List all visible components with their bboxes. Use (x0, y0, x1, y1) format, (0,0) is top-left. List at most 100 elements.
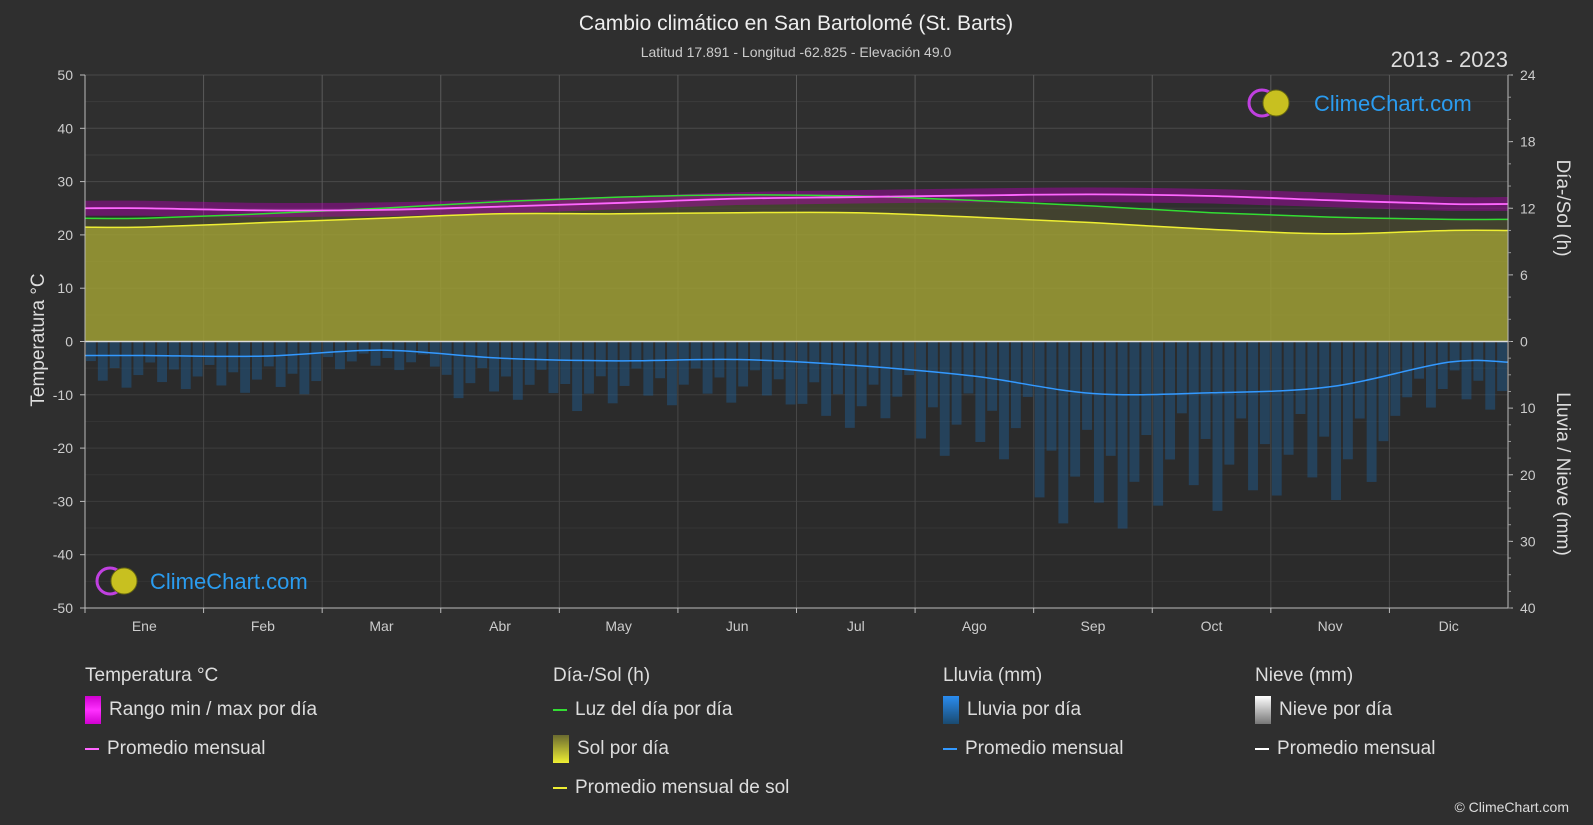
sunshine-fill (85, 212, 1508, 342)
legend-item-sun-avg[interactable]: Promedio mensual de sol (553, 768, 789, 807)
legend-item-snow-avg[interactable]: Promedio mensual (1255, 729, 1435, 768)
rain-bar (868, 341, 879, 385)
month-label: Jul (847, 618, 865, 634)
right-bottom-tick-label: 30 (1520, 533, 1536, 549)
rain-bar (299, 341, 310, 395)
rain-bar (690, 341, 701, 369)
rain-bar (1200, 341, 1211, 439)
rain-bar (1331, 341, 1341, 501)
sun-avg-swatch (553, 786, 567, 789)
rain-avg-line (84, 349, 1509, 396)
legend-label: Nieve por día (1279, 699, 1393, 720)
rain-bar (809, 341, 820, 383)
legend-label: Promedio mensual de sol (575, 777, 790, 798)
rain-bar (204, 341, 215, 365)
rain-bar (240, 341, 251, 393)
rain-bar (916, 341, 926, 439)
rain-bar (1070, 341, 1081, 477)
rain-bar (548, 341, 559, 394)
brand-logo-bottom[interactable]: ClimeChart.com (95, 566, 308, 596)
rain-bar (1236, 341, 1247, 419)
rain-bar (1141, 341, 1152, 436)
legend-item-temp-avg[interactable]: Promedio mensual (85, 729, 317, 768)
rain-bar (275, 341, 286, 387)
right-top-tick-label: 6 (1520, 267, 1528, 283)
right-axis-top-label: Día-/Sol (h) (1552, 159, 1573, 256)
temp-range-swatch (85, 695, 101, 724)
rain-bar (844, 341, 855, 428)
legend-sun: Día-/Sol (h) Luz del día por día Sol por… (553, 662, 789, 807)
rain-bar (97, 341, 108, 381)
legend-item-temp-range[interactable]: Rango min / max por día (85, 690, 317, 729)
rain-bar (1117, 341, 1128, 529)
rain-bar (252, 341, 262, 380)
month-label: Mar (369, 618, 393, 634)
rain-bar (1271, 341, 1282, 496)
rain-bar (1010, 341, 1021, 429)
rain-bar (1022, 341, 1033, 397)
month-label: May (605, 618, 631, 634)
legend-label: Luz del día por día (575, 699, 733, 720)
logo-sun-icon (110, 567, 138, 595)
brand-logo-top[interactable]: ClimeChart.com (1247, 88, 1472, 118)
rain-bar (726, 341, 737, 403)
rain-bar (418, 341, 428, 355)
rain-bar (370, 341, 381, 366)
month-label: Nov (1318, 618, 1343, 634)
legend-item-snow[interactable]: Nieve por día (1255, 690, 1435, 729)
rain-bar (1046, 341, 1057, 451)
rain-bar (1449, 341, 1460, 371)
right-bottom-tick-label: 40 (1520, 600, 1536, 616)
legend-label: Lluvia por día (967, 699, 1082, 720)
snow-swatch (1255, 695, 1271, 724)
rain-bar (180, 341, 191, 390)
rain-bar (667, 341, 677, 406)
logo-sun-icon (1262, 89, 1290, 117)
rain-bar (1188, 341, 1199, 486)
rain-bar (1259, 341, 1270, 445)
legend-item-daylight[interactable]: Luz del día por día (553, 690, 789, 729)
rain-bar (1390, 341, 1401, 416)
rain-bar (1402, 341, 1413, 398)
legend-temperature: Temperatura °C Rango min / max por día P… (85, 662, 317, 768)
rain-swatch (943, 695, 959, 724)
rain-bar (1165, 341, 1175, 460)
right-top-tick-label: 12 (1520, 200, 1536, 216)
rain-bar (631, 341, 642, 369)
rain-bar (999, 341, 1009, 460)
rain-bar (1485, 341, 1496, 410)
snow-avg-swatch (1255, 747, 1269, 750)
rain-bar (560, 341, 571, 385)
right-top-tick-label: 0 (1520, 334, 1528, 350)
rain-bar (975, 341, 986, 442)
rain-bar (477, 341, 488, 369)
rain-bar (738, 341, 749, 387)
rain-bar (785, 341, 796, 405)
sunshine-area (85, 194, 1508, 342)
rain-bar (619, 341, 630, 386)
legend-label: Sol por día (577, 738, 669, 759)
rain-bar (536, 341, 547, 370)
legend-item-rain[interactable]: Lluvia por día (943, 690, 1123, 729)
rain-bar (465, 341, 476, 384)
rain-bar (1378, 341, 1389, 442)
legend-item-sun[interactable]: Sol por día (553, 729, 789, 768)
right-bottom-tick-label: 20 (1520, 467, 1536, 483)
rain-bar (323, 341, 334, 358)
rain-bar (1295, 341, 1306, 414)
legend-rain: Lluvia (mm) Lluvia por día Promedio mens… (943, 662, 1123, 768)
left-axis-label: Temperatura °C (28, 273, 49, 406)
left-tick-label: -20 (53, 440, 73, 456)
legend-item-rain-avg[interactable]: Promedio mensual (943, 729, 1123, 768)
legend-rain-title: Lluvia (mm) (943, 665, 1043, 686)
legend: Temperatura °C Rango min / max por día P… (0, 662, 1593, 802)
rain-bar (453, 341, 464, 399)
legend-label: Promedio mensual (1277, 738, 1436, 759)
rain-bar (1319, 341, 1330, 437)
rain-bar (595, 341, 606, 377)
rain-bar (1105, 341, 1116, 456)
brand-name-bottom: ClimeChart.com (150, 569, 308, 594)
rain-bar (572, 341, 583, 412)
rain-bar (192, 341, 203, 377)
rain-bar (939, 341, 950, 456)
